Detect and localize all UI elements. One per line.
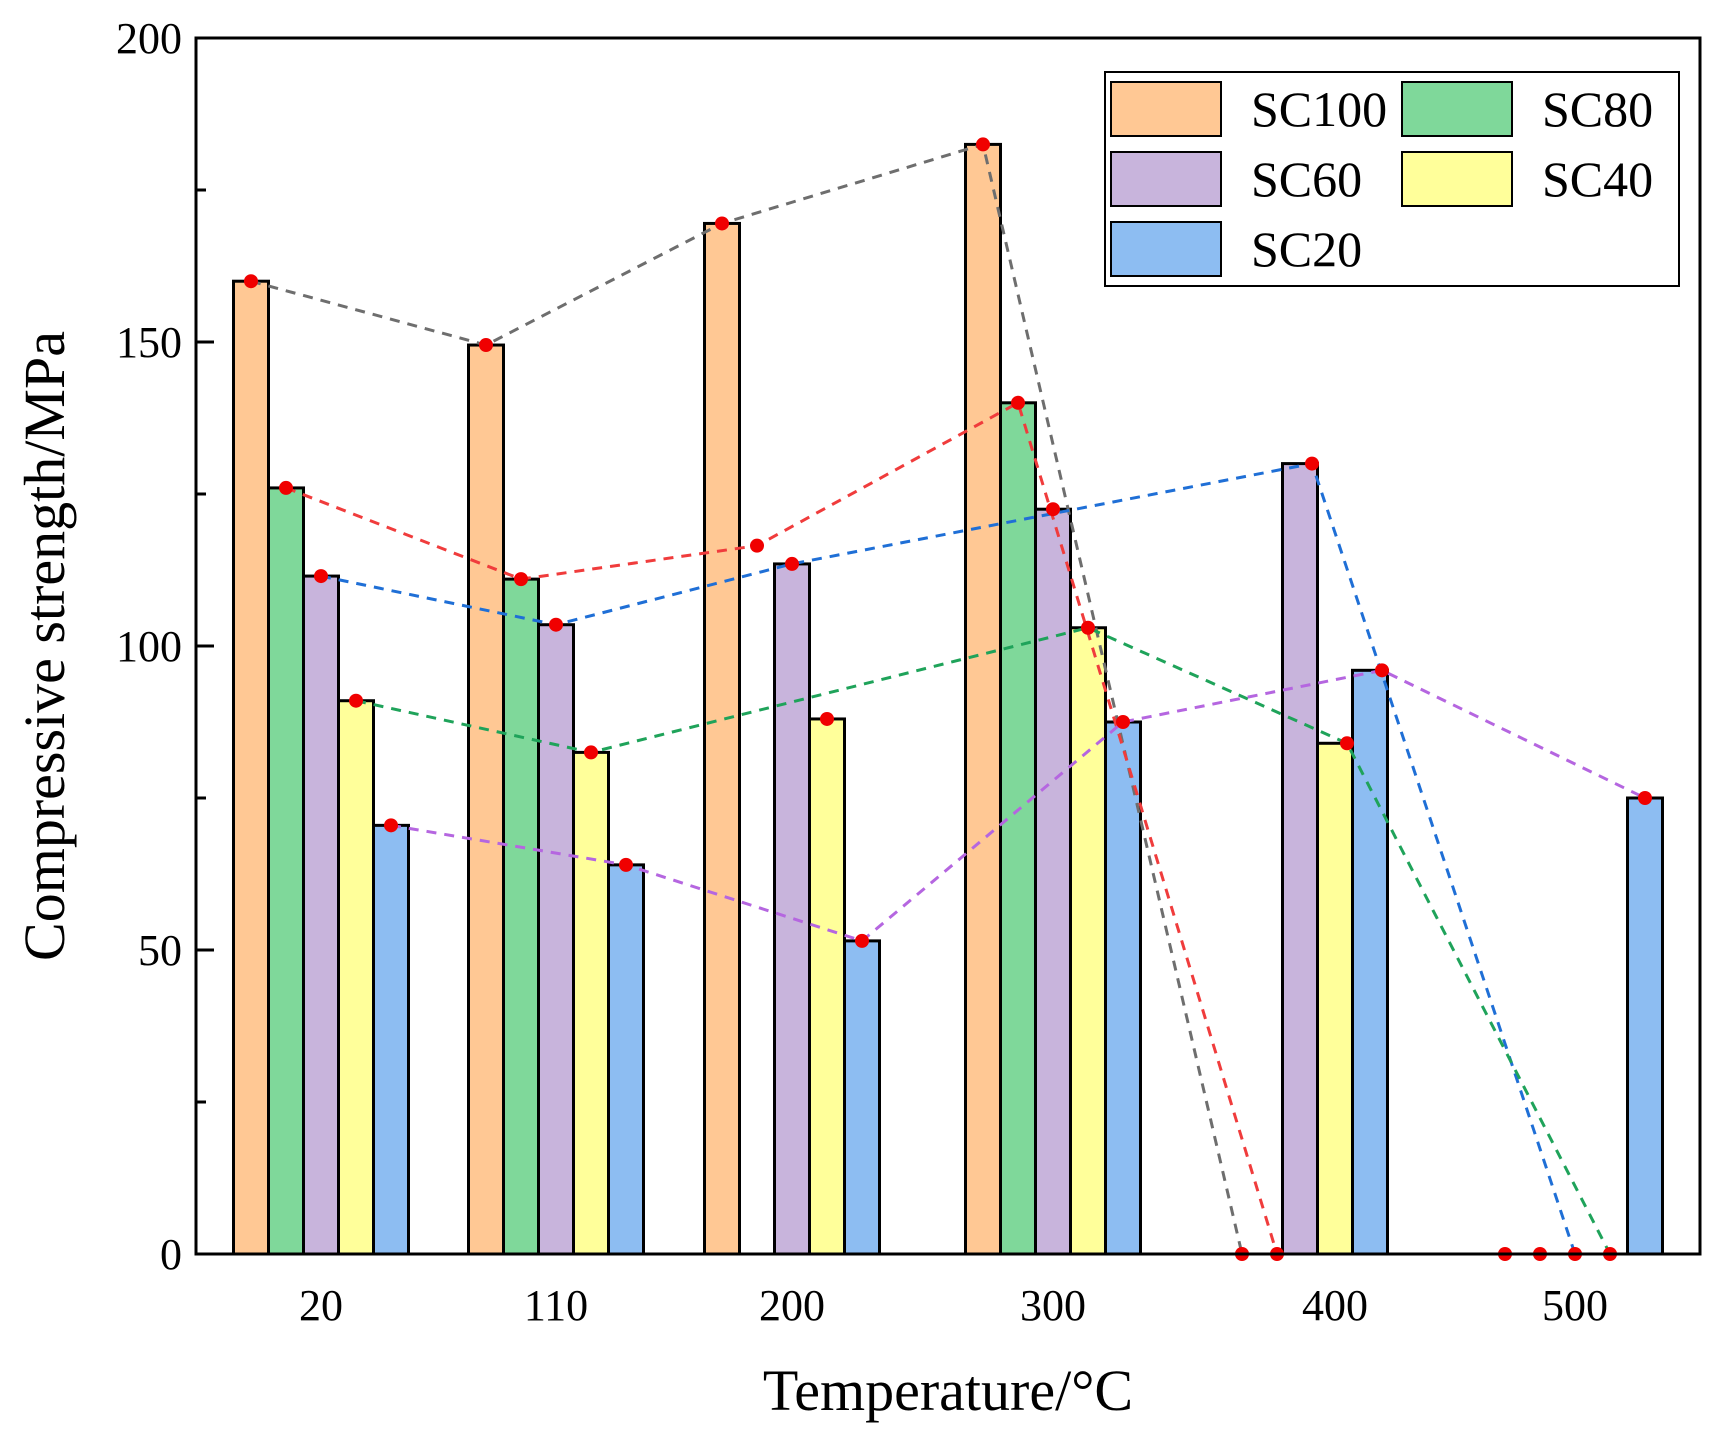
point-sc100-200	[715, 216, 729, 231]
legend-swatch-sc40	[1401, 151, 1513, 207]
point-sc20-200	[855, 933, 869, 948]
point-sc100-20	[244, 274, 258, 289]
legend-label-sc80: SC80	[1542, 81, 1653, 137]
bar-sc40-300	[1069, 626, 1107, 1256]
y-tick-label: 50	[138, 926, 182, 975]
point-sc20-300	[1116, 715, 1130, 729]
legend-swatch-sc60	[1110, 151, 1222, 207]
legend-label-sc60: SC60	[1251, 151, 1362, 207]
bar-sc20-20	[372, 823, 410, 1256]
legend-swatch-sc80	[1401, 81, 1513, 137]
legend-swatch-sc20	[1110, 221, 1222, 277]
point-sc100-300	[976, 137, 990, 152]
trend-line-4	[355, 626, 1612, 1255]
bar-sc20-300	[1104, 720, 1142, 1256]
bar-sc80-300	[999, 401, 1037, 1256]
point-sc60-300	[1046, 502, 1060, 517]
bar-sc20-110	[607, 863, 645, 1256]
point-sc80-300	[1011, 395, 1025, 410]
bar-sc40-200	[808, 717, 846, 1256]
legend-label-sc100: SC100	[1251, 81, 1387, 137]
y-tick-label: 0	[160, 1230, 182, 1279]
y-axis-title: Compressive strength/MPa	[12, 331, 77, 961]
bar-sc100-200	[703, 221, 741, 1256]
point-sc60-20	[314, 569, 328, 584]
point-sc40-20	[349, 693, 363, 708]
bar-sc100-20	[232, 279, 270, 1256]
bars-layer	[232, 142, 1664, 1256]
x-tick-label: 20	[299, 1281, 343, 1330]
point-sc60-200	[785, 556, 799, 571]
x-tick-label: 400	[1302, 1281, 1368, 1330]
bar-sc100-300	[964, 142, 1002, 1256]
point-sc40-400	[1340, 736, 1354, 751]
point-sc80-200	[750, 538, 764, 553]
point-sc20-20	[384, 818, 398, 833]
bar-sc60-200	[773, 562, 811, 1256]
point-sc20-400	[1375, 663, 1389, 678]
trend-lines-layer	[250, 142, 1646, 1255]
y-tick-label: 100	[116, 622, 182, 671]
bar-sc60-20	[302, 574, 340, 1256]
y-tick-label: 200	[116, 14, 182, 63]
bar-sc20-400	[1351, 668, 1389, 1256]
y-axis: 0 50 100 150 200	[116, 14, 214, 1279]
x-tick-label: 200	[759, 1281, 825, 1330]
bar-sc20-500	[1626, 796, 1664, 1256]
point-sc60-400	[1305, 456, 1319, 471]
bar-sc40-20	[337, 699, 375, 1256]
x-tick-label: 110	[524, 1281, 588, 1330]
bar-sc40-110	[572, 750, 610, 1256]
point-sc80-20	[279, 480, 293, 495]
bar-sc20-200	[843, 939, 881, 1256]
point-sc40-110	[584, 745, 598, 760]
point-sc40-200	[820, 711, 834, 726]
point-sc20-110	[619, 857, 633, 872]
legend-swatch-sc100	[1110, 81, 1222, 137]
x-tick-label: 300	[1020, 1281, 1086, 1330]
legend-label-sc40: SC40	[1542, 151, 1653, 207]
bar-sc100-110	[467, 343, 505, 1256]
point-sc100-110	[479, 338, 493, 353]
point-sc40-300	[1081, 620, 1095, 635]
legend: SC100 SC80 SC60 SC40 SC20	[1104, 71, 1680, 287]
legend-label-sc20: SC20	[1251, 221, 1362, 277]
point-sc60-110	[549, 617, 563, 632]
bar-sc40-400	[1316, 741, 1354, 1256]
x-axis: 20 110 200 300 400 500	[299, 1281, 1608, 1330]
bar-sc80-20	[267, 486, 305, 1256]
bar-sc60-400	[1281, 462, 1319, 1256]
point-sc20-500	[1638, 791, 1652, 805]
trend-line-5	[390, 668, 1646, 943]
y-tick-label: 150	[116, 318, 182, 367]
x-tick-label: 500	[1542, 1281, 1608, 1330]
bar-sc60-300	[1034, 507, 1072, 1256]
bar-sc60-110	[537, 623, 575, 1256]
bar-sc80-110	[502, 577, 540, 1256]
point-sc80-110	[514, 572, 528, 587]
x-axis-title: Temperature/°C	[763, 1358, 1133, 1423]
